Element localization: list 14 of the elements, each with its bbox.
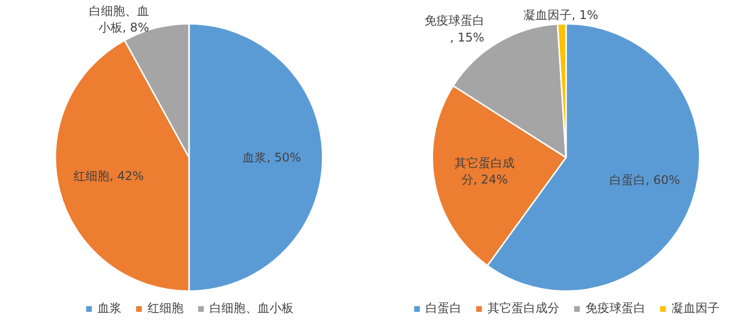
legend-label: 红细胞 — [148, 300, 184, 317]
data-label: 白细胞、血小板, 8% — [89, 4, 150, 35]
legend-label: 免疫球蛋白 — [586, 300, 646, 317]
legend-label: 凝血因子 — [672, 300, 720, 317]
legend-label: 白细胞、血小板 — [210, 300, 294, 317]
data-label: 白蛋白, 60% — [610, 173, 680, 188]
legend-label: 其它蛋白成分 — [488, 300, 560, 317]
data-label: 其它蛋白成分, 24% — [454, 156, 515, 187]
data-label: 免疫球蛋白, 15% — [424, 14, 484, 44]
legend-label: 白蛋白 — [426, 300, 462, 317]
data-label: 血浆, 50% — [242, 150, 302, 164]
data-label: 红细胞, 42% — [74, 168, 144, 183]
data-label: 凝血因子, 1% — [524, 8, 598, 22]
legend-label: 血浆 — [98, 300, 122, 317]
